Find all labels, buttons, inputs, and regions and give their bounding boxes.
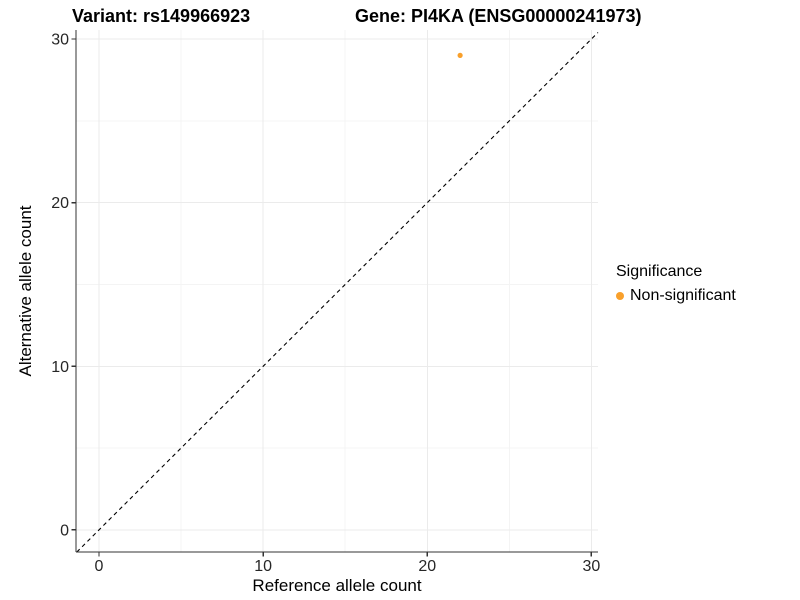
- y-axis-title: Alternative allele count: [16, 205, 35, 377]
- y-tick-label: 10: [51, 359, 69, 376]
- legend-title: Significance: [616, 263, 703, 280]
- y-tick-label: 0: [60, 522, 69, 539]
- identity-line: [76, 32, 599, 553]
- y-tick-label: 30: [51, 32, 69, 49]
- data-point: [457, 52, 463, 58]
- y-tick-label: 20: [51, 195, 69, 212]
- x-tick-label: 10: [254, 558, 272, 575]
- legend-item: Non-significant: [616, 287, 736, 305]
- legend-item-label: Non-significant: [630, 287, 736, 304]
- x-tick-label: 30: [583, 558, 601, 575]
- legend-point-icon: [616, 292, 624, 300]
- plot-title-gene: Gene: PI4KA (ENSG00000241973): [355, 6, 642, 26]
- x-tick-label: 20: [418, 558, 436, 575]
- x-axis-title: Reference allele count: [252, 576, 422, 595]
- x-tick-label: 0: [95, 558, 104, 575]
- legend: Significance Non-significant: [616, 263, 736, 305]
- plot-title-variant: Variant: rs149966923: [72, 6, 251, 26]
